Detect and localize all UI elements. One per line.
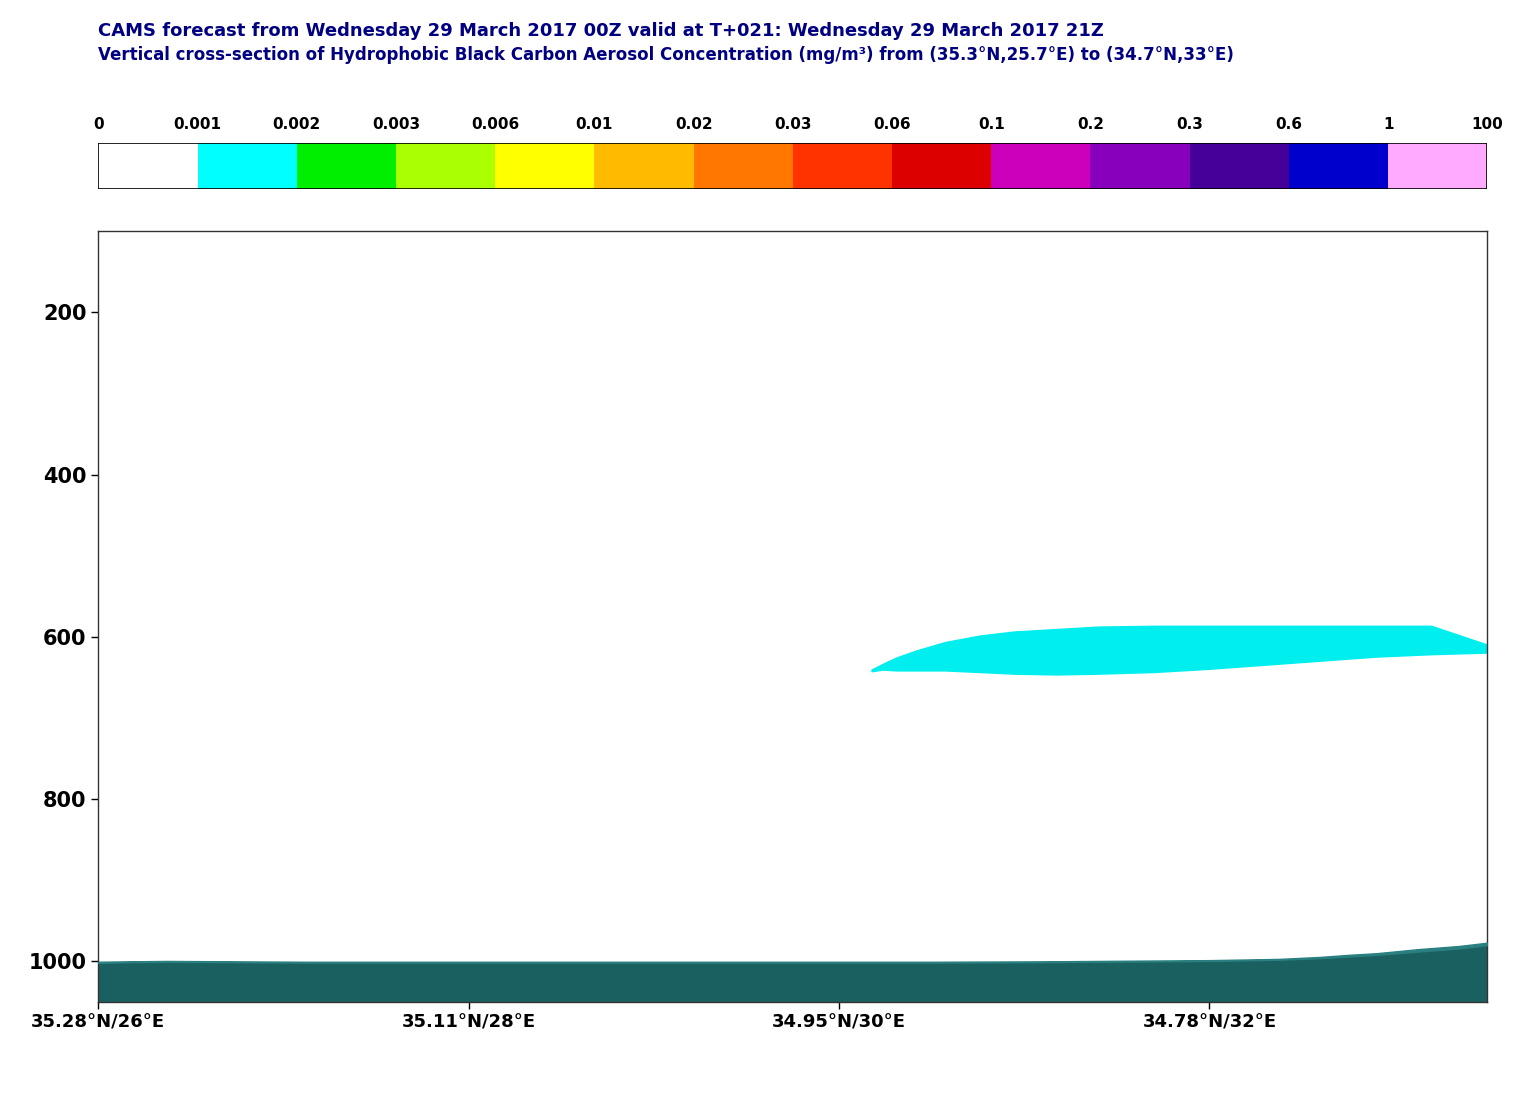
Bar: [991, 143, 1091, 189]
Text: 0: 0: [92, 117, 104, 131]
Text: 0.006: 0.006: [471, 117, 519, 131]
Bar: [495, 143, 595, 189]
Bar: [1189, 143, 1289, 189]
Bar: [98, 143, 198, 189]
Polygon shape: [871, 626, 1487, 675]
Text: 0.002: 0.002: [272, 117, 321, 131]
Bar: [1387, 143, 1487, 189]
Bar: [198, 143, 297, 189]
Text: 0.06: 0.06: [873, 117, 911, 131]
Bar: [793, 143, 893, 189]
Text: 1: 1: [1383, 117, 1393, 131]
Text: 0.01: 0.01: [576, 117, 613, 131]
Text: 0.02: 0.02: [675, 117, 713, 131]
Text: 0.2: 0.2: [1077, 117, 1104, 131]
Bar: [1289, 143, 1387, 189]
Text: CAMS forecast from Wednesday 29 March 2017 00Z valid at T+021: Wednesday 29 Marc: CAMS forecast from Wednesday 29 March 20…: [98, 22, 1104, 40]
Text: 0.1: 0.1: [977, 117, 1005, 131]
Text: 0.03: 0.03: [775, 117, 811, 131]
Text: 100: 100: [1472, 117, 1502, 131]
Text: 0.3: 0.3: [1176, 117, 1203, 131]
Bar: [1091, 143, 1189, 189]
Text: 0.6: 0.6: [1275, 117, 1303, 131]
Bar: [893, 143, 991, 189]
Text: 0.003: 0.003: [372, 117, 421, 131]
Bar: [396, 143, 495, 189]
Text: 0.001: 0.001: [174, 117, 221, 131]
Text: Vertical cross-section of Hydrophobic Black Carbon Aerosol Concentration (mg/m³): Vertical cross-section of Hydrophobic Bl…: [98, 46, 1235, 64]
Bar: [595, 143, 693, 189]
Bar: [297, 143, 396, 189]
Bar: [693, 143, 793, 189]
